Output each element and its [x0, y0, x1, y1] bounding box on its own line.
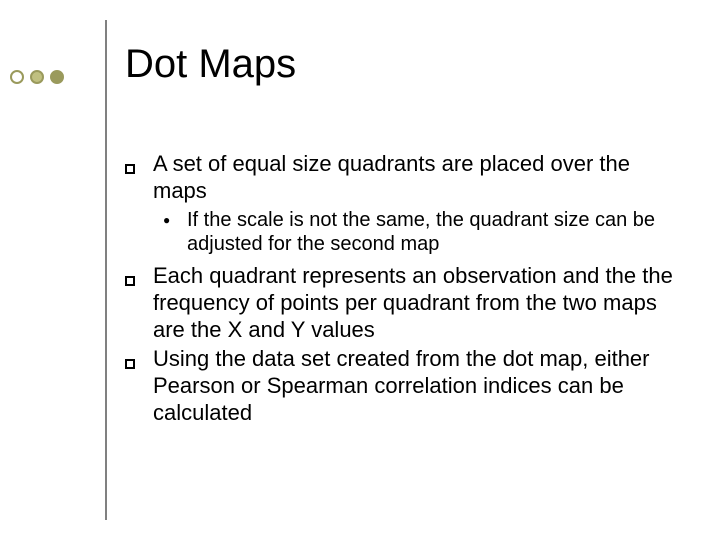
bullet-item: Using the data set created from the dot … [125, 345, 685, 426]
deco-dot-2-icon [30, 70, 44, 84]
bullet-marker-icon [125, 262, 153, 290]
sub-bullet-item: ● If the scale is not the same, the quad… [163, 208, 685, 256]
sub-bullet-text: If the scale is not the same, the quadra… [187, 208, 685, 256]
bullet-text: Each quadrant represents an observation … [153, 262, 685, 343]
content-area: A set of equal size quadrants are placed… [125, 150, 685, 428]
page-title: Dot Maps [125, 42, 296, 87]
deco-dot-3-icon [50, 70, 64, 84]
bullet-text: Using the data set created from the dot … [153, 345, 685, 426]
decoration-dots [10, 70, 64, 84]
bullet-item: A set of equal size quadrants are placed… [125, 150, 685, 204]
sub-bullet-marker-icon: ● [163, 208, 187, 232]
bullet-item: Each quadrant represents an observation … [125, 262, 685, 343]
bullet-marker-icon [125, 345, 153, 373]
bullet-text: A set of equal size quadrants are placed… [153, 150, 685, 204]
deco-dot-1-icon [10, 70, 24, 84]
vertical-divider [105, 20, 107, 520]
slide: Dot Maps A set of equal size quadrants a… [0, 0, 720, 540]
bullet-marker-icon [125, 150, 153, 178]
